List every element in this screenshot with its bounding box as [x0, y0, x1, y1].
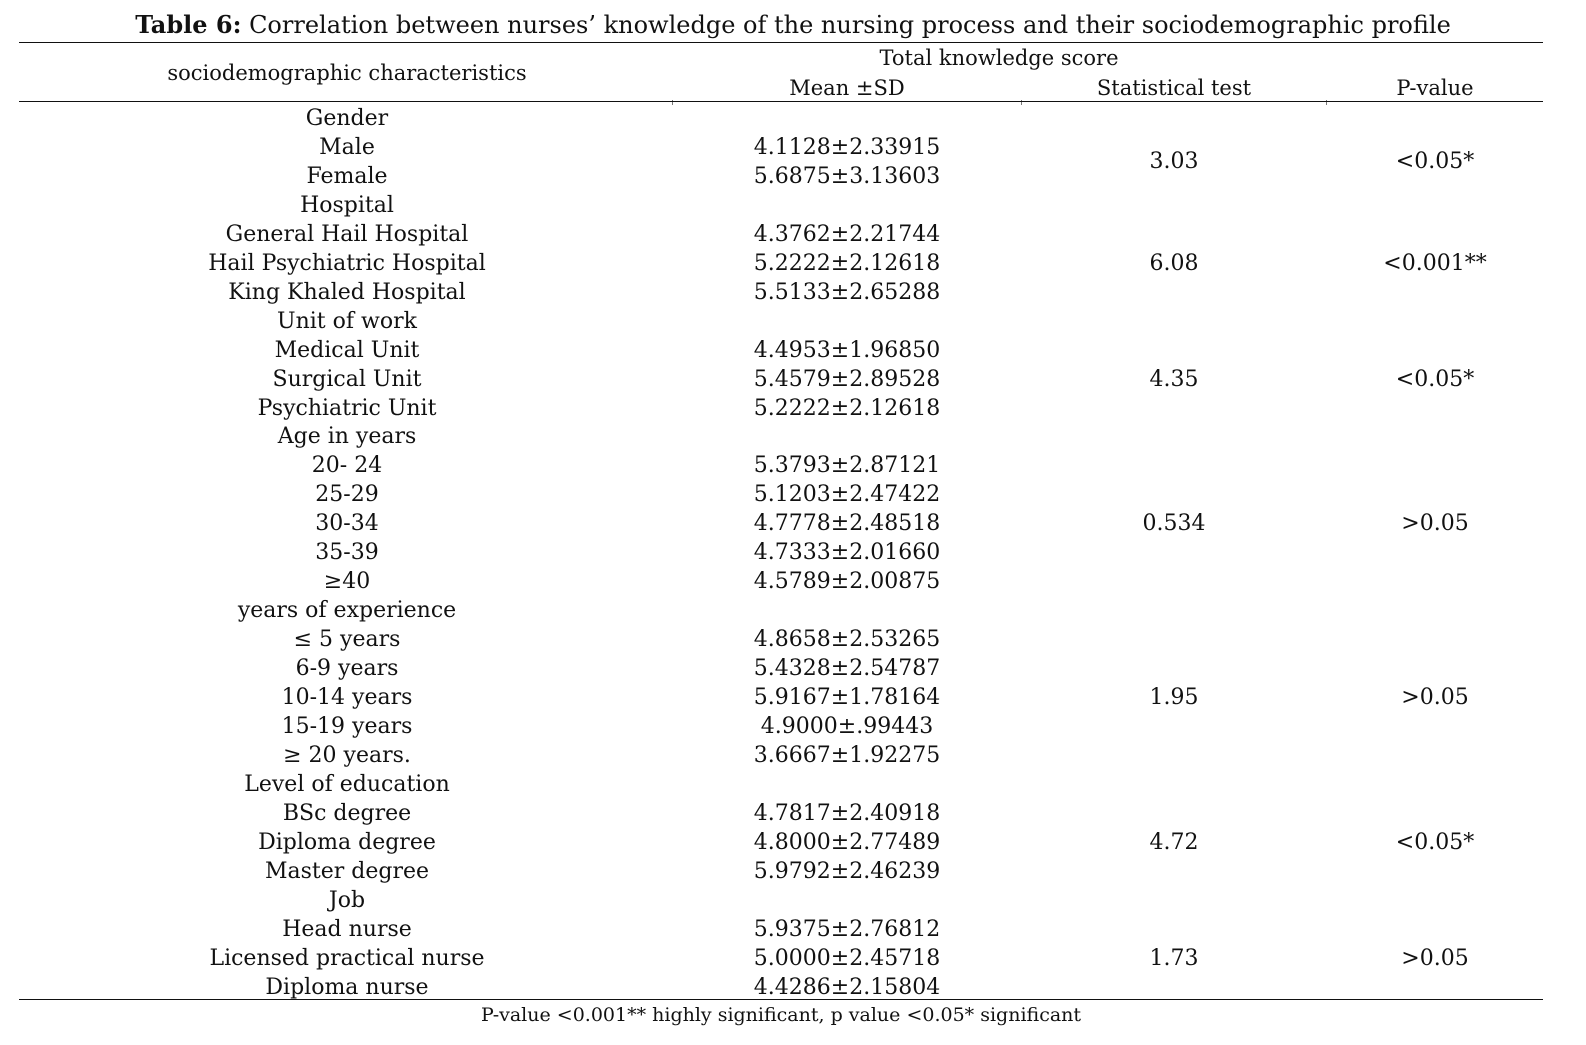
row-mean-sd: 4.8000±2.77489	[753, 829, 941, 855]
row-mean-sd: 5.2222±2.12618	[753, 250, 941, 276]
row-mean-sd: 4.5789±2.00875	[753, 569, 941, 595]
group-p-value: <0.05*	[1395, 366, 1475, 392]
table-title: Correlation between nurses’ knowledge of…	[241, 11, 1451, 39]
table-caption: Table 6: Correlation between nurses’ kno…	[0, 8, 1586, 42]
group-p-value: >0.05	[1401, 945, 1469, 971]
row-mean-sd: 5.3793±2.87121	[753, 453, 941, 479]
row-mean-sd: 5.1203±2.47422	[753, 482, 941, 508]
row-mean-sd: 5.4328±2.54787	[753, 656, 941, 682]
row-label: ≥40	[323, 569, 371, 595]
row-mean-sd: 3.6667±1.92275	[753, 742, 941, 768]
row-label: General Hail Hospital	[225, 221, 469, 247]
row-label: 25-29	[315, 482, 379, 508]
row-label: 35-39	[315, 540, 379, 566]
group-statistical-test: 3.03	[1149, 149, 1199, 175]
row-mean-sd: 5.2222±2.12618	[753, 395, 941, 421]
row-mean-sd: 4.7778±2.48518	[753, 511, 941, 537]
group-title: Unit of work	[277, 308, 417, 334]
group-statistical-test: 1.95	[1149, 685, 1199, 710]
row-label: Master degree	[264, 858, 430, 884]
row-label: Surgical Unit	[272, 366, 422, 392]
group-p-value: <0.001**	[1383, 250, 1487, 276]
column-divider	[672, 100, 673, 105]
row-label: 10-14 years	[281, 685, 413, 710]
group-title: Hospital	[300, 192, 394, 218]
row-label: Male	[319, 134, 375, 160]
row-label: 15-19 years	[281, 713, 413, 739]
row-label: Hail Psychiatric Hospital	[208, 250, 486, 276]
header-mean-sd: Mean ±SD	[789, 76, 905, 100]
row-label: Licensed practical nurse	[209, 945, 485, 971]
group-title: Level of education	[244, 771, 450, 797]
group-statistical-test: 4.72	[1149, 829, 1199, 855]
row-mean-sd: 4.7333±2.01660	[753, 540, 941, 566]
group-title: Job	[328, 887, 366, 913]
group-p-value: >0.05	[1401, 685, 1469, 710]
table-number: Table 6:	[135, 10, 242, 39]
group-statistical-test: 1.73	[1149, 945, 1199, 971]
row-label: ≥ 20 years.	[283, 742, 411, 768]
group-title: Gender	[305, 106, 389, 131]
row-label: Female	[306, 163, 388, 189]
group-p-value: >0.05	[1401, 511, 1469, 537]
row-label: ≤ 5 years	[293, 627, 401, 653]
row-mean-sd: 5.0000±2.45718	[753, 945, 941, 971]
row-mean-sd: 5.9167±1.78164	[753, 685, 941, 710]
row-mean-sd: 4.9000±.99443	[760, 713, 934, 739]
row-label: 6-9 years	[295, 656, 399, 682]
group-statistical-test: 6.08	[1149, 250, 1199, 276]
row-mean-sd: 4.4953±1.96850	[753, 337, 941, 363]
row-mean-sd: 5.9375±2.76812	[753, 916, 941, 942]
row-label: Psychiatric Unit	[257, 395, 437, 421]
table-footnote: P-value <0.001** highly significant, p v…	[480, 1004, 1082, 1026]
row-label: Diploma nurse	[265, 974, 429, 1000]
group-statistical-test: 0.534	[1142, 511, 1206, 537]
top-rule	[19, 42, 1543, 43]
header-sociodemographic: sociodemographic characteristics	[167, 61, 527, 85]
row-label: 30-34	[315, 511, 379, 537]
group-title: years of experience	[237, 598, 457, 624]
header-rule	[19, 101, 1543, 102]
row-mean-sd: 4.7817±2.40918	[753, 800, 941, 826]
row-label: 20- 24	[311, 453, 383, 479]
row-mean-sd: 4.8658±2.53265	[753, 627, 941, 653]
row-mean-sd: 5.4579±2.89528	[753, 366, 941, 392]
header-group-total-knowledge: Total knowledge score	[879, 46, 1119, 70]
row-label: Head nurse	[282, 916, 412, 942]
group-title: Age in years	[277, 424, 417, 450]
header-statistical-test: Statistical test	[1096, 76, 1252, 100]
row-mean-sd: 5.6875±3.13603	[753, 163, 941, 189]
row-label: Medical Unit	[274, 337, 420, 363]
column-divider	[1326, 100, 1327, 105]
header-p-value: P-value	[1396, 76, 1474, 100]
group-p-value: <0.05*	[1395, 829, 1475, 855]
row-label: Diploma degree	[258, 829, 436, 855]
column-divider	[1021, 100, 1022, 105]
group-p-value: <0.05*	[1395, 149, 1475, 175]
row-mean-sd: 4.1128±2.33915	[753, 134, 941, 160]
row-mean-sd: 4.3762±2.21744	[753, 221, 941, 247]
row-mean-sd: 5.5133±2.65288	[753, 279, 941, 305]
group-statistical-test: 4.35	[1149, 366, 1199, 392]
row-label: King Khaled Hospital	[228, 279, 466, 305]
row-mean-sd: 5.9792±2.46239	[753, 858, 941, 884]
row-label: BSc degree	[282, 800, 412, 826]
bottom-rule	[19, 999, 1543, 1000]
row-mean-sd: 4.4286±2.15804	[753, 974, 941, 1000]
